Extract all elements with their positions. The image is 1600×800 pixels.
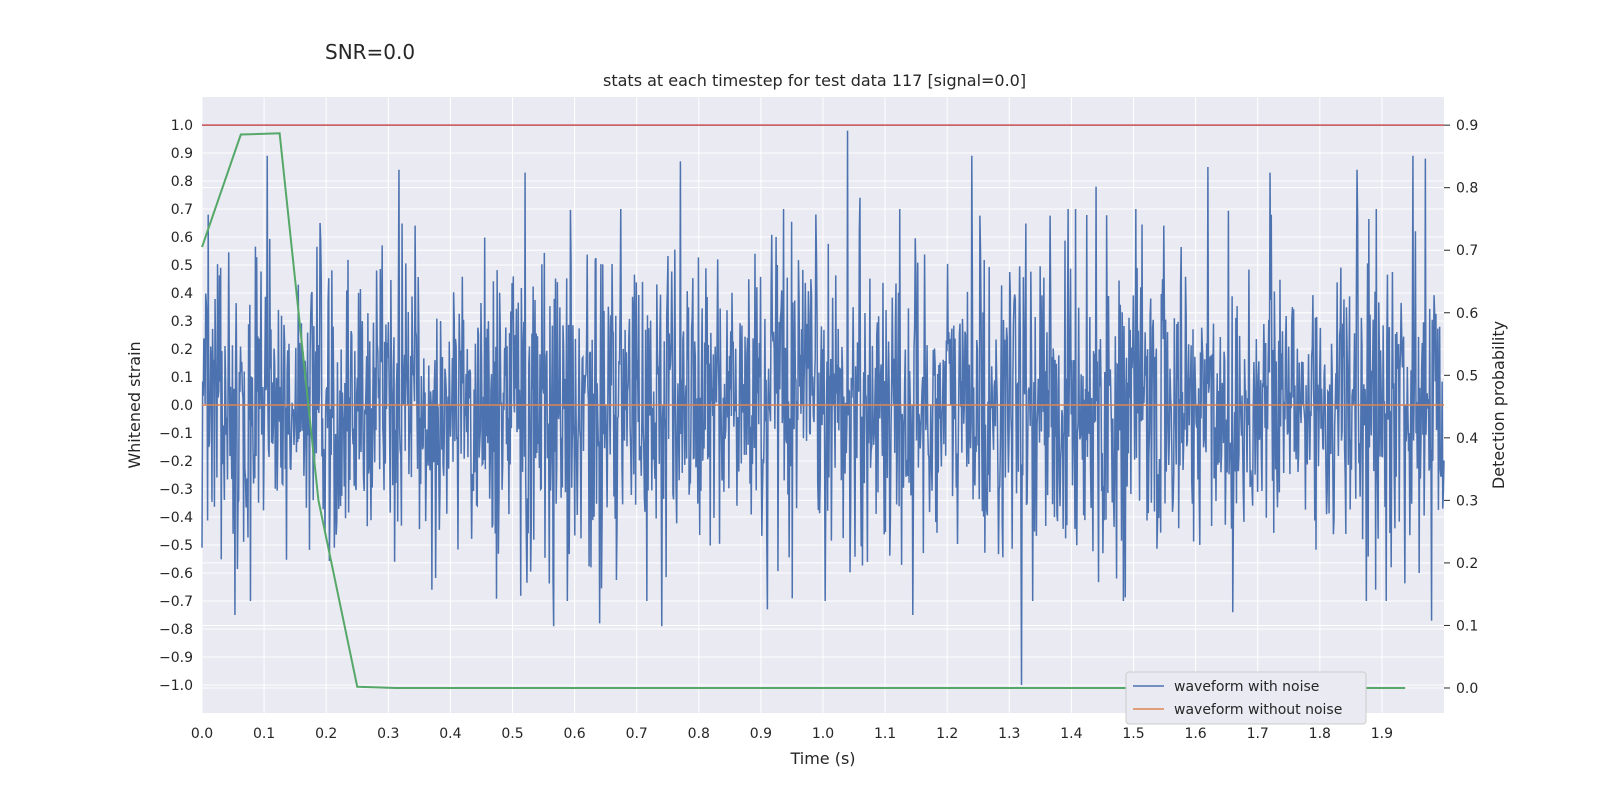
x-tick-label: 1.4 (1060, 726, 1082, 742)
legend-box (1125, 671, 1367, 725)
y-tick-label: 0.5 (171, 258, 193, 274)
x-tick-label: 1.1 (874, 726, 896, 742)
y2-tick-label: 0.3 (1456, 493, 1478, 509)
x-tick-label: 0.1 (253, 726, 275, 742)
axes: 0.0 0.1 0.2 0.3 0.4 0.5 0.6 0.7 0.8 0.9 1.0 1.1 1.2 1… (159, 118, 1478, 742)
y-tick-label: −1.0 (159, 678, 193, 694)
legend-label-noise: waveform with noise (1174, 679, 1319, 695)
y2-tick-label: 0.9 (1456, 118, 1478, 134)
legend: waveform with noise waveform without noi… (1125, 671, 1367, 725)
x-tick-label: 0.2 (315, 726, 337, 742)
x-tick-label: 0.4 (439, 726, 461, 742)
y2-tick-label: 0.0 (1456, 681, 1478, 697)
chart-title: stats at each timestep for test data 117… (603, 71, 1027, 90)
y-tick-label: 0.8 (171, 174, 193, 190)
y-tick-label: 0.0 (171, 398, 193, 414)
y-tick-label: 0.1 (171, 370, 193, 386)
y2-tick-label: 0.4 (1456, 431, 1478, 447)
x-tick-label: 1.3 (998, 726, 1020, 742)
y2-tick-label: 0.7 (1456, 243, 1478, 259)
y-tick-label: −0.3 (159, 482, 193, 498)
y-tick-label: 0.6 (171, 230, 193, 246)
series-waveform-with-noise (201, 130, 1445, 686)
y-tick-label: 1.0 (171, 118, 193, 134)
legend-label-clean: waveform without noise (1174, 702, 1342, 718)
x-tick-label: 0.0 (191, 726, 213, 742)
series-group (201, 124, 1445, 689)
y-tick-label: −0.1 (159, 426, 193, 442)
y2-tick-label: 0.5 (1456, 368, 1478, 384)
y-tick-label: 0.2 (171, 342, 193, 358)
y2-tick-label: 0.2 (1456, 556, 1478, 572)
y-tick-label: 0.3 (171, 314, 193, 330)
y-tick-label: −0.7 (159, 594, 193, 610)
x-tick-label: 0.6 (563, 726, 585, 742)
x-tick-label: 0.3 (377, 726, 399, 742)
y-tick-label: 0.7 (171, 202, 193, 218)
y-tick-label: −0.4 (159, 510, 193, 526)
x-tick-label: 1.6 (1184, 726, 1206, 742)
x-axis-label: Time (s) (789, 749, 855, 768)
y-tick-label: −0.5 (159, 538, 193, 554)
x-tick-label: 0.7 (626, 726, 648, 742)
y2-axis-label: Detection probability (1489, 321, 1508, 489)
y-tick-label: −0.2 (159, 454, 193, 470)
x-tick-label: 0.5 (501, 726, 523, 742)
y-axis-label: Whitened strain (125, 341, 144, 468)
y2-tick-label: 0.6 (1456, 306, 1478, 322)
y2-tick-label: 0.8 (1456, 181, 1478, 197)
y2-tick-label: 0.1 (1456, 618, 1478, 634)
x-tick-label: 1.7 (1247, 726, 1269, 742)
y-tick-label: 0.9 (171, 146, 193, 162)
series-detection-probability (201, 132, 1406, 689)
snr-label: SNR=0.0 (325, 40, 416, 64)
y-tick-label: −0.8 (159, 622, 193, 638)
x-tick-label: 1.2 (936, 726, 958, 742)
x-tick-label: 0.9 (750, 726, 772, 742)
x-tick-label: 1.5 (1122, 726, 1144, 742)
y-tick-label: −0.9 (159, 650, 193, 666)
y-tick-label: −0.6 (159, 566, 193, 582)
x-tick-label: 1.9 (1371, 726, 1393, 742)
x-tick-label: 1.0 (812, 726, 834, 742)
x-tick-label: 0.8 (688, 726, 710, 742)
y-tick-label: 0.4 (171, 286, 193, 302)
x-tick-label: 1.8 (1309, 726, 1331, 742)
